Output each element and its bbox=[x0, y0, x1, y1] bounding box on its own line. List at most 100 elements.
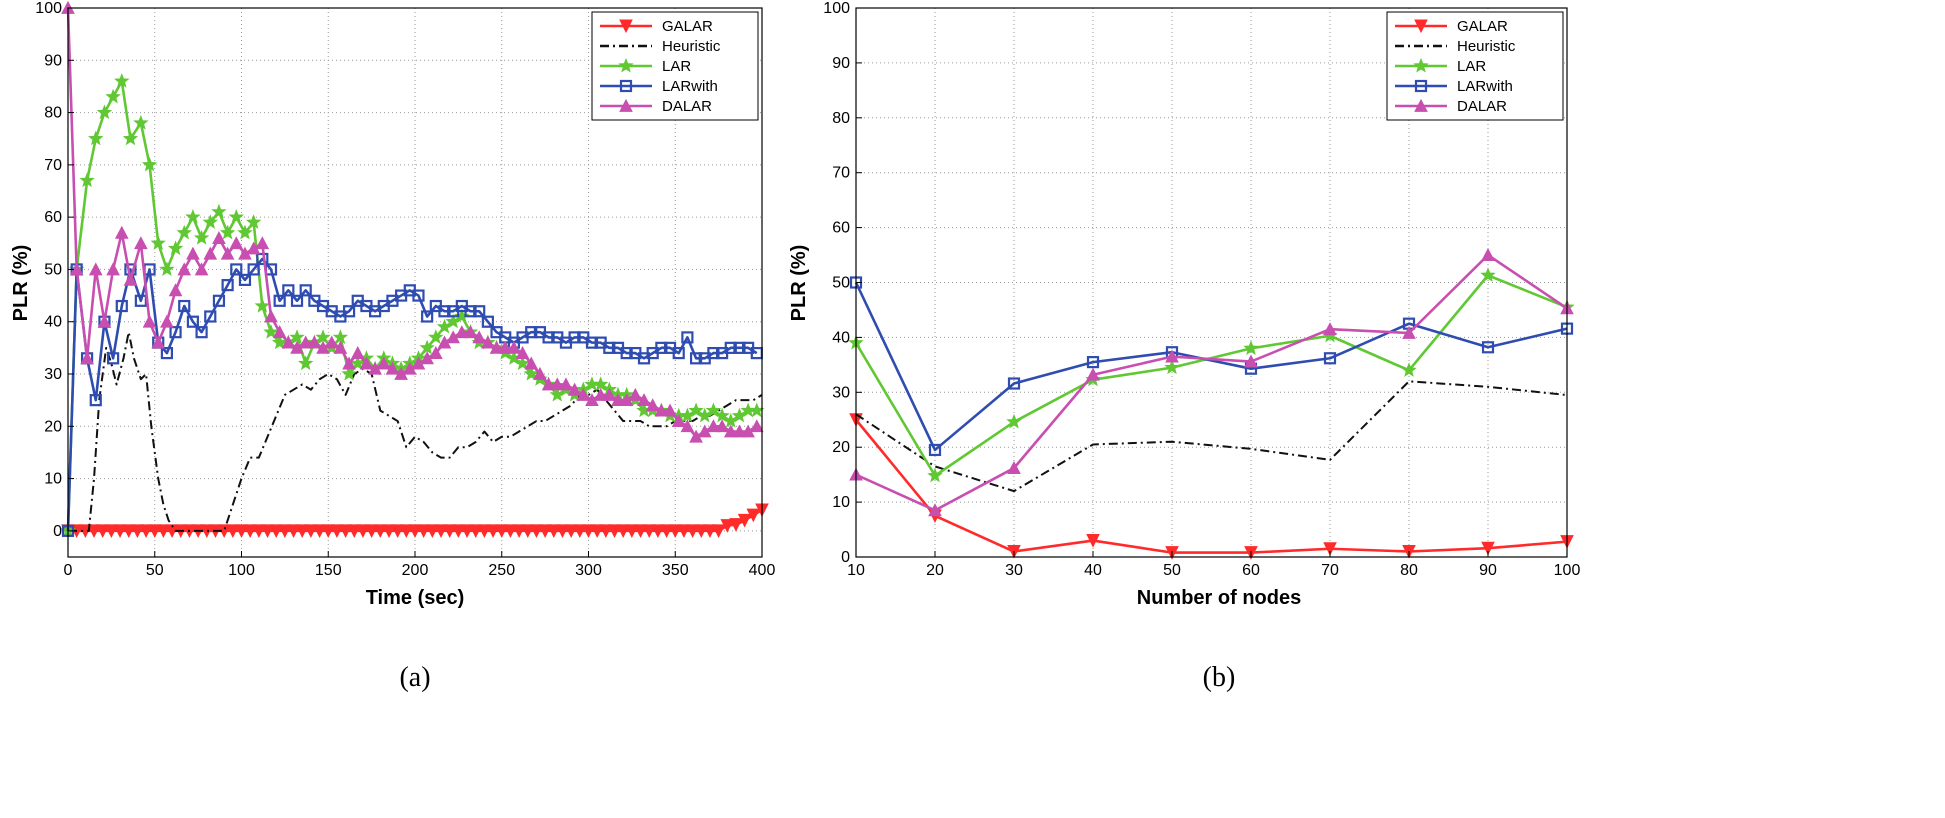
legend-label-heuristic: Heuristic bbox=[662, 38, 721, 55]
data-point-galar bbox=[312, 524, 327, 538]
data-point-dalar bbox=[324, 335, 339, 349]
data-point-galar bbox=[685, 524, 700, 538]
x-tick-label: 300 bbox=[575, 562, 602, 579]
y-tick-label: 90 bbox=[44, 52, 62, 69]
data-point-galar bbox=[147, 524, 162, 538]
data-point-lar bbox=[1006, 413, 1022, 429]
data-point-galar bbox=[512, 524, 526, 538]
data-point-dalar bbox=[376, 356, 391, 370]
data-point-larwith bbox=[542, 331, 555, 344]
data-point-galar bbox=[373, 524, 388, 538]
data-point-lar bbox=[592, 376, 609, 392]
data-point-lar bbox=[289, 329, 305, 344]
data-point-galar bbox=[737, 513, 752, 528]
series-galar bbox=[61, 503, 769, 538]
x-tick-label: 10 bbox=[847, 562, 865, 579]
data-point-dalar bbox=[350, 346, 365, 359]
data-point-lar bbox=[167, 240, 184, 256]
data-point-dalar bbox=[177, 262, 192, 276]
data-point-galar bbox=[425, 524, 440, 538]
data-point-dalar bbox=[151, 335, 166, 349]
y-tick-label: 90 bbox=[832, 55, 850, 72]
data-point-dalar bbox=[80, 351, 94, 365]
legend-a: GALAR Heuristic LAR LARwith DALAR bbox=[591, 11, 759, 121]
data-point-galar bbox=[668, 524, 683, 538]
data-point-dalar bbox=[550, 377, 565, 391]
data-point-dalar bbox=[194, 262, 209, 276]
data-point-galar bbox=[677, 524, 691, 538]
data-point-lar bbox=[202, 214, 218, 229]
data-point-larwith bbox=[681, 331, 694, 344]
data-point-larwith bbox=[620, 346, 633, 360]
data-point-galar bbox=[252, 524, 266, 538]
data-point-dalar bbox=[333, 340, 348, 354]
data-point-larwith bbox=[178, 299, 191, 313]
data-point-dalar bbox=[455, 325, 469, 339]
data-point-larwith bbox=[568, 331, 581, 344]
data-point-galar bbox=[494, 524, 509, 538]
data-point-galar bbox=[451, 524, 466, 538]
data-point-galar bbox=[520, 524, 535, 538]
data-point-larwith bbox=[481, 315, 494, 328]
data-point-galar bbox=[555, 524, 570, 538]
legend-marker-dalar bbox=[1414, 98, 1428, 112]
data-point-lar bbox=[514, 355, 531, 371]
data-point-lar bbox=[523, 365, 539, 381]
data-point-dalar bbox=[567, 382, 582, 396]
y-tick-label: 0 bbox=[841, 549, 850, 566]
y-tick-label: 50 bbox=[832, 275, 850, 292]
data-point-dalar bbox=[97, 314, 112, 328]
data-point-larwith bbox=[707, 346, 720, 360]
x-tick-label: 70 bbox=[1321, 562, 1339, 579]
data-point-galar bbox=[199, 524, 214, 538]
data-point-galar bbox=[607, 524, 622, 538]
x-tick-label: 80 bbox=[1400, 562, 1418, 579]
data-point-galar bbox=[529, 524, 544, 538]
y-axis-label-b: PLR (%) bbox=[788, 245, 810, 322]
legend-marker-larwith bbox=[619, 79, 633, 93]
data-point-dalar bbox=[298, 335, 313, 349]
y-tick-label: 10 bbox=[832, 494, 850, 511]
series-line-dalar bbox=[855, 253, 1568, 512]
data-point-galar bbox=[434, 524, 448, 538]
data-point-larwith bbox=[1481, 341, 1495, 354]
data-point-lar bbox=[159, 261, 175, 276]
data-point-galar bbox=[477, 524, 492, 538]
data-point-lar bbox=[315, 329, 331, 344]
data-point-lar bbox=[88, 130, 104, 146]
data-point-galar bbox=[486, 524, 500, 538]
data-point-dalar bbox=[428, 346, 443, 359]
x-tick-label: 250 bbox=[488, 562, 515, 579]
data-point-lar bbox=[1164, 359, 1180, 375]
data-point-dalar bbox=[168, 283, 183, 297]
x-tick-label: 150 bbox=[315, 562, 342, 579]
series-dalar bbox=[849, 247, 1574, 517]
data-point-galar bbox=[364, 524, 379, 538]
data-point-dalar bbox=[186, 246, 200, 260]
data-point-larwith bbox=[107, 352, 120, 365]
data-point-larwith bbox=[115, 299, 128, 313]
data-point-larwith bbox=[290, 294, 304, 307]
data-point-galar bbox=[408, 524, 422, 538]
data-point-dalar bbox=[637, 393, 651, 407]
data-point-galar bbox=[720, 519, 735, 533]
data-point-galar bbox=[442, 524, 457, 538]
data-point-galar bbox=[156, 524, 171, 538]
data-point-dalar bbox=[602, 387, 617, 401]
data-point-larwith bbox=[473, 305, 486, 318]
data-point-dalar bbox=[212, 230, 226, 244]
data-point-dalar bbox=[489, 340, 504, 354]
data-point-dalar bbox=[671, 413, 686, 427]
data-point-dalar bbox=[264, 309, 278, 323]
data-point-galar bbox=[356, 524, 370, 538]
legend-label-galar: GALAR bbox=[1457, 18, 1508, 35]
data-point-lar bbox=[219, 224, 236, 240]
data-point-dalar bbox=[359, 356, 374, 370]
data-point-lar bbox=[96, 104, 113, 120]
data-point-larwith bbox=[525, 326, 538, 339]
y-tick-label: 30 bbox=[832, 384, 850, 401]
series-line-heuristic bbox=[855, 380, 1568, 493]
caption-a: (a) bbox=[399, 662, 430, 693]
data-point-galar bbox=[538, 524, 552, 538]
